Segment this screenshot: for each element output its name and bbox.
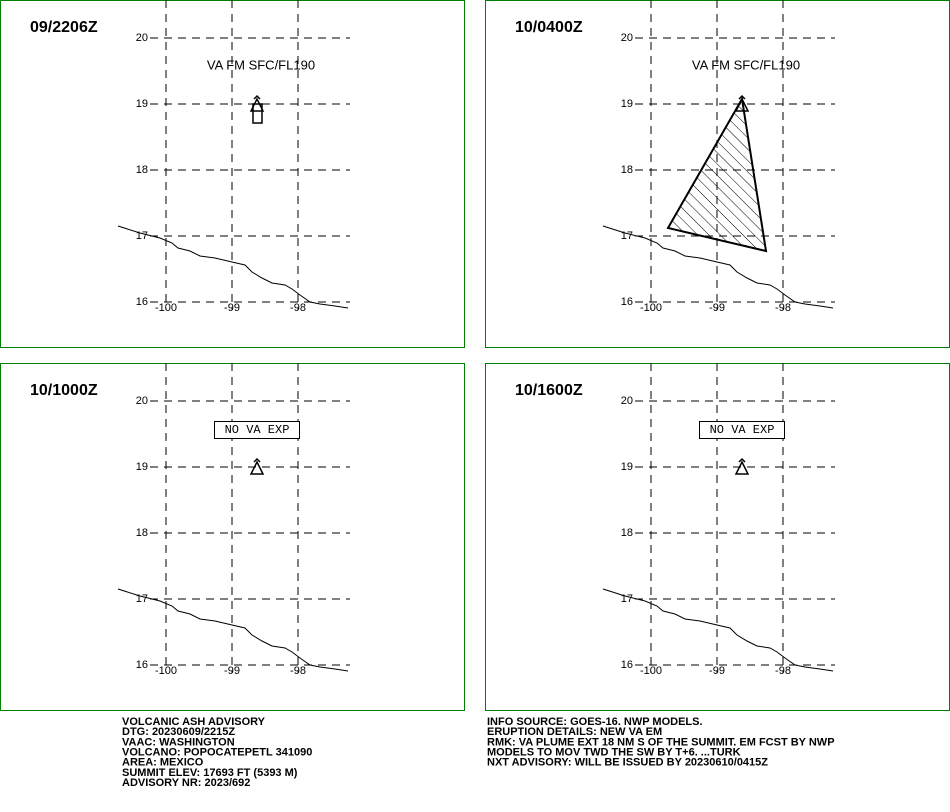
lat-tick-label: 20 bbox=[136, 395, 148, 407]
advisory-line: VAAC: WASHINGTON bbox=[122, 736, 235, 748]
panel-time: 10/0400Z bbox=[515, 19, 583, 36]
advisory-line: DTG: 20230609/2215Z bbox=[122, 726, 235, 738]
lat-tick-label: 17 bbox=[621, 593, 633, 605]
map-panel: -100 -99 -98 20 19 18 17 16 10/1000Z NO VA EXP bbox=[0, 363, 465, 711]
lon-tick-label: -98 bbox=[290, 665, 306, 677]
advisory-line: ERUPTION DETAILS: NEW VA EM bbox=[487, 726, 662, 738]
lat-tick-label: 16 bbox=[621, 296, 633, 308]
lon-tick-label: -98 bbox=[775, 665, 791, 677]
advisory-line: INFO SOURCE: GOES-16. NWP MODELS. bbox=[487, 716, 703, 728]
lon-tick-label: -99 bbox=[224, 665, 240, 677]
map-panel: -100 -99 -98 20 19 18 17 16 10/1600Z NO VA EXP bbox=[485, 363, 950, 711]
lon-tick-label: -98 bbox=[290, 302, 306, 314]
advisory-line: RMK: VA PLUME EXT 18 NM S OF THE SUMMIT.… bbox=[487, 736, 835, 748]
lat-tick-label: 18 bbox=[621, 164, 633, 176]
lat-tick-label: 18 bbox=[136, 164, 148, 176]
advisory-line: MODELS TO MOV TWD THE SW BY T+6. ...TURK bbox=[487, 747, 741, 759]
coastline bbox=[117, 225, 349, 309]
ash-area bbox=[252, 103, 263, 124]
lat-tick-label: 20 bbox=[621, 395, 633, 407]
ash-label: VA FM SFC/FL190 bbox=[207, 57, 315, 72]
lon-tick-label: -100 bbox=[155, 302, 177, 314]
lat-tick-label: 17 bbox=[136, 230, 148, 242]
volcano-icon bbox=[734, 94, 750, 112]
ash-area bbox=[666, 96, 768, 253]
lat-tick-label: 16 bbox=[621, 659, 633, 671]
lat-tick-label: 20 bbox=[136, 32, 148, 44]
ash-label: NO VA EXP bbox=[225, 423, 290, 437]
ash-label: NO VA EXP bbox=[710, 423, 775, 437]
lon-tick-label: -98 bbox=[775, 302, 791, 314]
advisory-line: NXT ADVISORY: WILL BE ISSUED BY 20230610… bbox=[487, 757, 768, 769]
lon-tick-label: -100 bbox=[155, 665, 177, 677]
lat-tick-label: 16 bbox=[136, 659, 148, 671]
lat-tick-label: 16 bbox=[136, 296, 148, 308]
panel-time: 10/1000Z bbox=[30, 382, 98, 399]
lat-tick-label: 19 bbox=[621, 461, 633, 473]
lat-tick-label: 18 bbox=[621, 527, 633, 539]
lon-tick-label: -99 bbox=[224, 302, 240, 314]
lon-tick-label: -100 bbox=[640, 302, 662, 314]
advisory-line: VOLCANO: POPOCATEPETL 341090 bbox=[122, 747, 312, 759]
lon-tick-label: -99 bbox=[709, 665, 725, 677]
coastline bbox=[602, 588, 834, 672]
advisory-line: VOLCANIC ASH ADVISORY bbox=[122, 716, 266, 728]
lat-tick-label: 20 bbox=[621, 32, 633, 44]
lat-tick-label: 19 bbox=[136, 461, 148, 473]
lat-tick-label: 17 bbox=[136, 593, 148, 605]
lat-tick-label: 17 bbox=[621, 230, 633, 242]
panel-time: 09/2206Z bbox=[30, 19, 98, 36]
volcano-icon bbox=[249, 94, 265, 112]
lat-tick-label: 18 bbox=[136, 527, 148, 539]
lat-tick-label: 19 bbox=[136, 98, 148, 110]
map-panel: -100 -99 -98 20 19 18 17 16 09/2206Z VA FM SFC/FL… bbox=[0, 0, 465, 348]
panel-time: 10/1600Z bbox=[515, 382, 583, 399]
lon-tick-label: -99 bbox=[709, 302, 725, 314]
lat-tick-label: 19 bbox=[621, 98, 633, 110]
coastline bbox=[602, 225, 834, 309]
advisory-line: SUMMIT ELEV: 17693 FT (5393 M) bbox=[122, 767, 298, 779]
map-panel: -100 -99 -98 20 19 18 17 16 10/0400Z VA FM SFC/FL… bbox=[485, 0, 950, 348]
lon-tick-label: -100 bbox=[640, 665, 662, 677]
advisory-line: ADVISORY NR: 2023/692 bbox=[122, 777, 250, 789]
ash-label: VA FM SFC/FL190 bbox=[692, 57, 800, 72]
coastline bbox=[117, 588, 349, 672]
volcano-icon bbox=[249, 457, 265, 475]
volcano-icon bbox=[734, 457, 750, 475]
advisory-line: AREA: MEXICO bbox=[122, 757, 204, 769]
label-box bbox=[214, 421, 300, 439]
label-box bbox=[699, 421, 785, 439]
